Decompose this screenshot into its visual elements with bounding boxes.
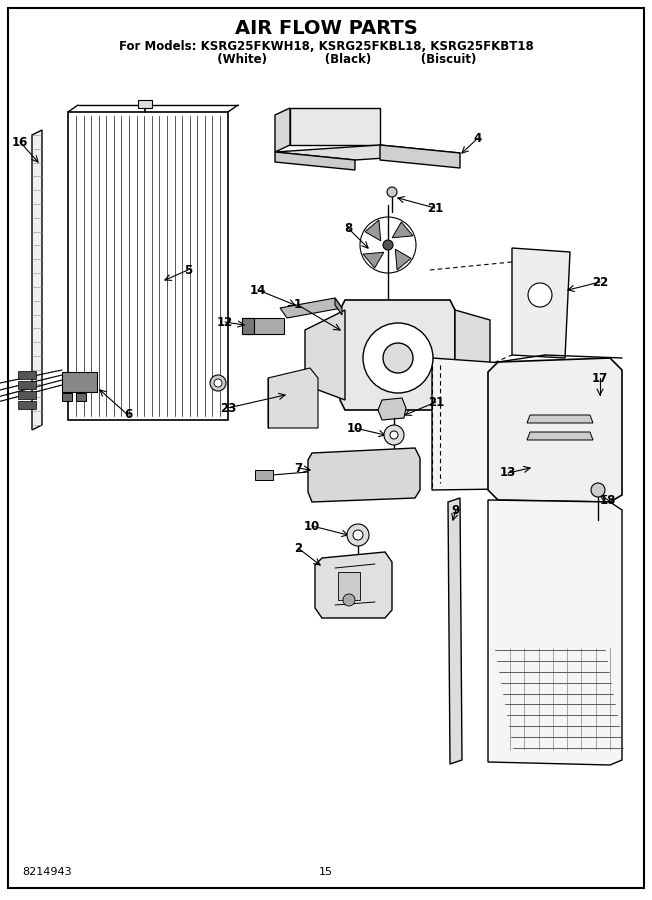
Polygon shape <box>32 130 42 430</box>
Bar <box>242 318 254 334</box>
Text: 10: 10 <box>347 421 363 435</box>
Text: 15: 15 <box>319 867 333 877</box>
Polygon shape <box>275 108 290 152</box>
Text: 14: 14 <box>250 284 266 296</box>
Bar <box>18 391 36 399</box>
Text: 5: 5 <box>184 264 192 276</box>
Text: 1: 1 <box>294 299 302 311</box>
Polygon shape <box>393 222 413 238</box>
Polygon shape <box>280 298 342 318</box>
Polygon shape <box>275 145 460 160</box>
Polygon shape <box>395 249 411 270</box>
Polygon shape <box>363 252 384 268</box>
Polygon shape <box>308 448 420 502</box>
Polygon shape <box>305 310 345 400</box>
Text: 21: 21 <box>427 202 443 214</box>
Text: 13: 13 <box>500 466 516 480</box>
Text: 10: 10 <box>304 519 320 533</box>
Text: For Models: KSRG25FKWH18, KSRG25FKBL18, KSRG25FKBT18: For Models: KSRG25FKWH18, KSRG25FKBL18, … <box>119 40 533 52</box>
Circle shape <box>390 431 398 439</box>
Polygon shape <box>315 552 392 618</box>
Circle shape <box>343 594 355 606</box>
Circle shape <box>214 379 222 387</box>
Bar <box>138 100 152 108</box>
Circle shape <box>384 425 404 445</box>
Text: 2: 2 <box>294 542 302 554</box>
Text: 16: 16 <box>12 136 28 149</box>
Text: 21: 21 <box>428 395 444 409</box>
Text: (White)              (Black)            (Biscuit): (White) (Black) (Biscuit) <box>176 52 476 66</box>
Polygon shape <box>290 108 380 145</box>
Polygon shape <box>378 398 406 420</box>
Polygon shape <box>527 432 593 440</box>
Polygon shape <box>527 415 593 423</box>
Text: 8: 8 <box>344 221 352 235</box>
Circle shape <box>383 343 413 373</box>
Bar <box>76 393 86 401</box>
Text: 9: 9 <box>452 503 460 517</box>
Polygon shape <box>268 368 318 428</box>
Polygon shape <box>365 220 381 241</box>
Polygon shape <box>335 298 342 315</box>
Text: 8214943: 8214943 <box>22 867 72 877</box>
Bar <box>255 470 273 480</box>
Polygon shape <box>488 358 622 502</box>
Text: 23: 23 <box>220 401 236 415</box>
Polygon shape <box>512 248 570 358</box>
Text: 22: 22 <box>592 275 608 289</box>
Bar <box>68 112 228 420</box>
Circle shape <box>353 530 363 540</box>
Text: 4: 4 <box>474 131 482 145</box>
Bar <box>18 371 36 379</box>
Circle shape <box>210 375 226 391</box>
Polygon shape <box>432 358 578 490</box>
Text: 18: 18 <box>600 493 616 507</box>
Circle shape <box>387 187 397 197</box>
Polygon shape <box>488 500 622 765</box>
Bar <box>62 393 72 401</box>
Polygon shape <box>275 152 355 170</box>
Circle shape <box>363 323 433 393</box>
Circle shape <box>528 283 552 307</box>
Text: 6: 6 <box>124 409 132 421</box>
Bar <box>18 401 36 409</box>
Text: 17: 17 <box>592 372 608 384</box>
Text: AIR FLOW PARTS: AIR FLOW PARTS <box>235 19 417 38</box>
Bar <box>338 572 360 600</box>
Circle shape <box>347 524 369 546</box>
Circle shape <box>591 483 605 497</box>
Bar <box>242 318 284 334</box>
Polygon shape <box>455 310 490 400</box>
Text: 12: 12 <box>217 316 233 328</box>
Polygon shape <box>340 300 455 410</box>
Bar <box>62 372 97 392</box>
Circle shape <box>383 240 393 250</box>
Polygon shape <box>380 145 460 168</box>
Bar <box>18 381 36 389</box>
Text: 7: 7 <box>294 462 302 474</box>
Polygon shape <box>448 498 462 764</box>
